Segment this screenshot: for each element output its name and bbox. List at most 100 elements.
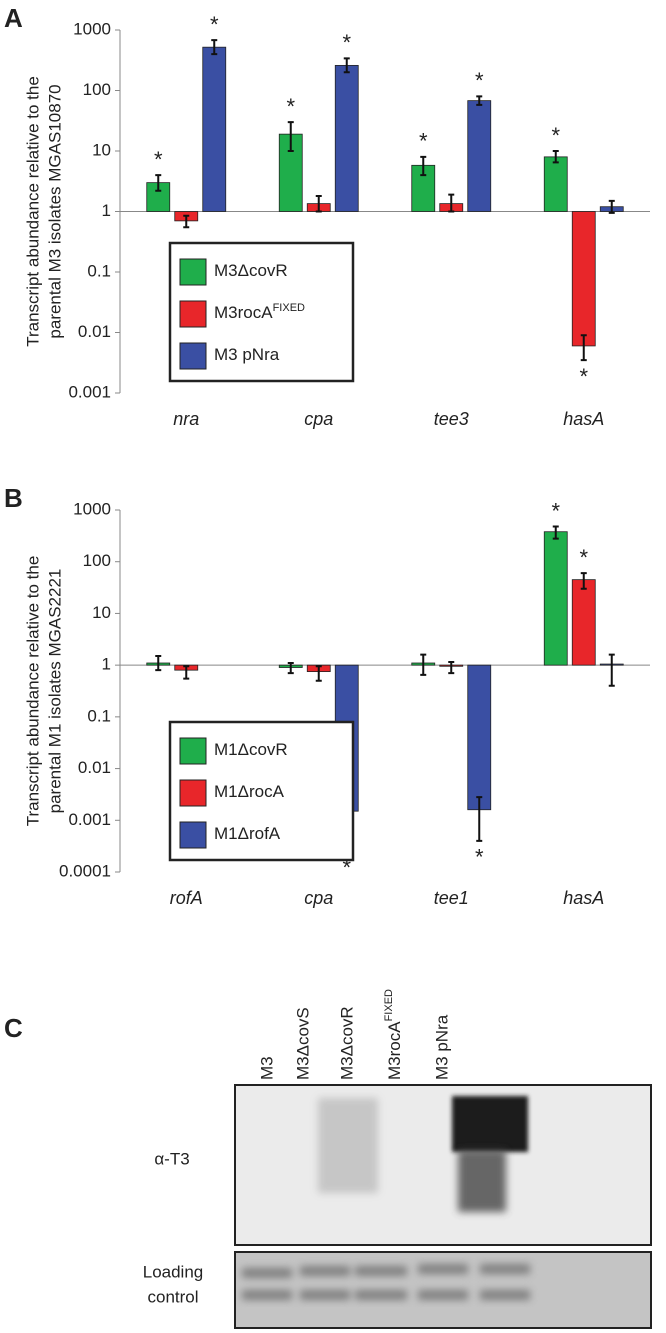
error-bar xyxy=(608,199,615,214)
legend-label: M3ΔcovR xyxy=(214,261,288,280)
bar xyxy=(571,579,596,666)
error-bar xyxy=(608,653,615,687)
annotation: * xyxy=(579,364,588,389)
legend-label-superscript: FIXED xyxy=(273,302,305,314)
legend-swatch xyxy=(179,342,207,370)
annotation: * xyxy=(210,12,219,37)
error-bar xyxy=(476,95,483,106)
y-tick-label: 10 xyxy=(92,140,111,159)
legend-label-text: M1ΔcovR xyxy=(214,740,288,759)
y-tick-label: 0.01 xyxy=(78,758,111,777)
error-bar xyxy=(580,334,587,362)
legend-swatch xyxy=(179,737,207,765)
error-bar xyxy=(287,121,294,152)
blot-smear xyxy=(458,1150,506,1212)
x-tick-label: hasA xyxy=(563,888,604,908)
legend-swatch xyxy=(179,300,207,328)
legend-label: M1ΔrofA xyxy=(214,824,281,843)
row-label: control xyxy=(147,1287,198,1306)
x-tick-label: hasA xyxy=(563,409,604,429)
error-bar xyxy=(552,525,559,540)
blot-top: α-T3 xyxy=(154,1084,652,1246)
x-tick-label: tee1 xyxy=(434,888,469,908)
legend-label: M1ΔcovR xyxy=(214,740,288,759)
y-tick-label: 100 xyxy=(83,80,111,99)
y-tick-label: 0.01 xyxy=(78,322,111,341)
panel-label: B xyxy=(4,483,23,513)
legend-label-text: M3 pNra xyxy=(214,345,280,364)
panel-label: A xyxy=(4,3,23,33)
lane-label-text: M3rocA xyxy=(385,1021,404,1080)
blot-band xyxy=(355,1266,407,1276)
error-bar xyxy=(183,665,190,680)
error-bar xyxy=(211,39,218,56)
error-bar xyxy=(420,155,427,177)
bar xyxy=(467,664,492,811)
error-bar xyxy=(183,214,190,229)
error-bar xyxy=(580,572,587,590)
y-tick-label: 10 xyxy=(92,603,111,622)
blot-band xyxy=(242,1268,292,1278)
x-tick-label: cpa xyxy=(304,409,333,429)
y-tick-label: 0.001 xyxy=(68,382,111,401)
lane-label: M3 xyxy=(257,1056,276,1080)
annotation: * xyxy=(154,147,163,172)
blot-band xyxy=(452,1096,528,1152)
error-bar xyxy=(476,796,483,842)
annotation: * xyxy=(475,845,484,870)
y-axis-title: parental M1 isolates MGAS2221 xyxy=(45,569,64,814)
blot-band xyxy=(480,1290,530,1300)
legend: M1ΔcovR M1ΔrocA M1ΔrofA xyxy=(168,720,355,862)
error-bar xyxy=(552,150,559,164)
row-label: α-T3 xyxy=(154,1149,189,1168)
y-tick-label: 100 xyxy=(83,551,111,570)
annotation: * xyxy=(551,123,560,148)
x-tick-label: rofA xyxy=(170,888,203,908)
legend-label-text: M1ΔrofA xyxy=(214,824,281,843)
legend-label: M3 pNra xyxy=(214,345,280,364)
y-axis-title: Transcript abundance relative to the xyxy=(23,76,42,347)
blot-smear xyxy=(318,1098,378,1193)
annotation: * xyxy=(286,94,295,119)
y-tick-label: 1000 xyxy=(73,499,111,518)
error-bar xyxy=(448,661,455,675)
bar xyxy=(543,156,568,212)
y-axis-title: parental M3 isolates MGAS10870 xyxy=(45,84,64,338)
y-tick-label: 0.1 xyxy=(87,706,111,725)
bar xyxy=(571,211,596,347)
error-bar xyxy=(315,665,322,682)
error-bar xyxy=(343,57,350,74)
bar xyxy=(467,100,492,212)
annotation: * xyxy=(342,855,351,880)
blot-band xyxy=(418,1264,468,1274)
error-bar xyxy=(315,195,322,213)
lane-labels: M3 M3ΔcovS M3ΔcovR M3rocAFIXED M3 pNra xyxy=(257,989,451,1080)
x-tick-label: tee3 xyxy=(434,409,469,429)
annotation: * xyxy=(579,545,588,570)
x-tick-label: nra xyxy=(173,409,199,429)
blot-band xyxy=(300,1290,350,1300)
bar xyxy=(334,64,359,212)
y-tick-label: 1 xyxy=(102,201,111,220)
y-tick-label: 1000 xyxy=(73,19,111,38)
y-axis-title: Transcript abundance relative to the xyxy=(23,556,42,827)
annotation: * xyxy=(551,498,560,523)
annotation: * xyxy=(475,68,484,93)
y-tick-label: 0.001 xyxy=(68,810,111,829)
lane-label-superscript: FIXED xyxy=(383,989,395,1021)
lane-label: M3 pNra xyxy=(432,1014,451,1080)
error-bar xyxy=(287,662,294,675)
legend-label: M1ΔrocA xyxy=(214,782,285,801)
error-bar xyxy=(155,174,162,192)
panel-label: C xyxy=(4,1013,23,1043)
blot-frame xyxy=(234,1084,652,1246)
blot-band xyxy=(480,1264,530,1274)
bar xyxy=(543,531,568,666)
annotation: * xyxy=(419,129,428,154)
blot-bottom: Loading control xyxy=(143,1251,652,1329)
error-bar xyxy=(420,653,427,676)
legend-label-text: M3rocA xyxy=(214,303,273,322)
legend: M3ΔcovR M3rocAFIXED M3 pNra xyxy=(168,241,355,383)
bar xyxy=(202,46,227,212)
